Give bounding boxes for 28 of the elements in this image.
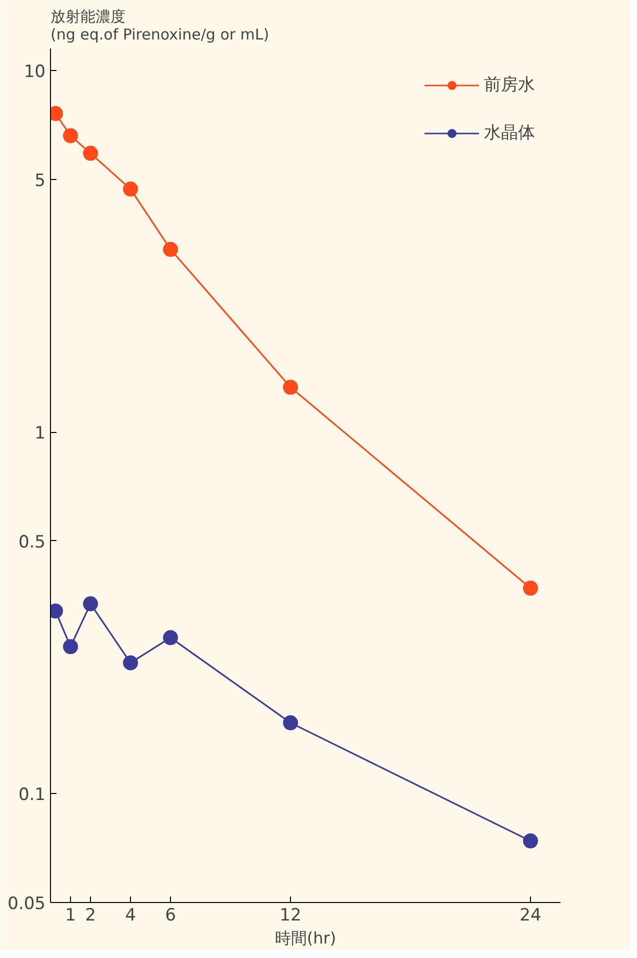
x-tick-label: 6 <box>165 906 176 926</box>
point <box>63 639 78 654</box>
y-tick-label: 1 <box>34 424 46 444</box>
point <box>83 146 98 161</box>
point <box>523 580 538 596</box>
point <box>83 596 98 612</box>
x-tick-label: 1 <box>65 906 76 926</box>
y-tick-label: 5 <box>34 170 46 191</box>
point <box>163 630 178 646</box>
point <box>283 715 298 730</box>
point <box>283 380 298 395</box>
y-tick-label: 0.05 <box>8 894 46 914</box>
x-tick-label: 24 <box>520 906 542 926</box>
y-tick-label: 10 <box>24 62 46 82</box>
y-tick-label: 0.5 <box>18 532 46 552</box>
point <box>123 182 138 197</box>
legend-label: 前房水 <box>484 74 535 96</box>
point <box>63 128 78 144</box>
point <box>523 833 538 848</box>
y-axis-title: 放射能濃度 (ng eq.of Pirenoxine/g or mL) <box>50 8 270 44</box>
point <box>163 242 178 257</box>
legend-label: 水晶体 <box>484 122 535 144</box>
x-tick-label: 12 <box>280 906 302 926</box>
point <box>123 655 138 670</box>
x-axis-title: 時間(hr) <box>274 928 336 948</box>
x-tick-label: 2 <box>85 906 96 926</box>
y-tick-label: 0.1 <box>18 785 46 806</box>
x-tick-label: 4 <box>125 906 136 926</box>
